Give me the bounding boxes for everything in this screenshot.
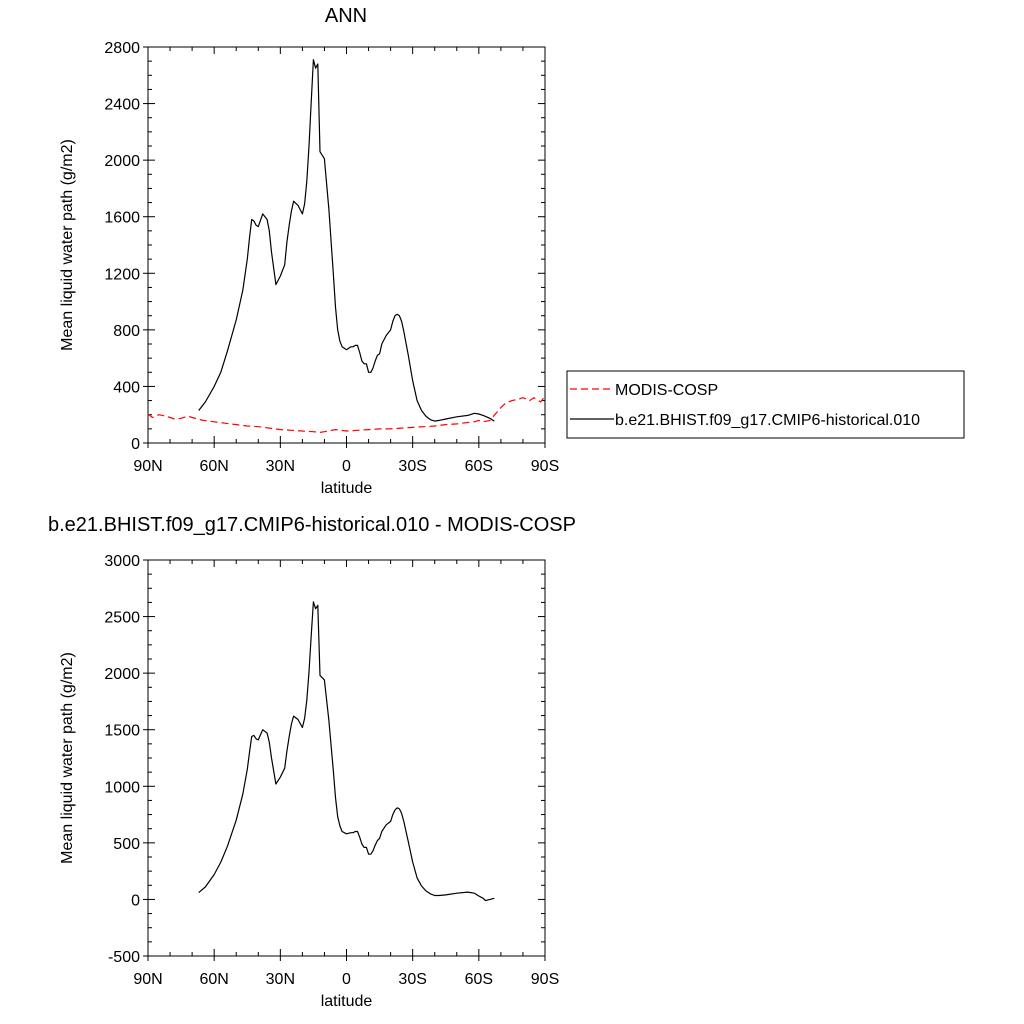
x-tick-label: 0 xyxy=(342,458,351,475)
y-tick-label: 1500 xyxy=(104,723,140,740)
y-tick-label: -500 xyxy=(108,949,140,966)
plot-frame xyxy=(147,46,546,444)
model-series-line xyxy=(198,59,495,422)
x-tick-label: 30S xyxy=(398,458,426,475)
y-tick-label: 0 xyxy=(131,436,140,453)
x-tick-label: 30N xyxy=(266,458,295,475)
y-tick-label: 800 xyxy=(113,323,140,340)
x-tick-label: 90N xyxy=(133,458,162,475)
legend-label: b.e21.BHIST.f09_g17.CMIP6-historical.010 xyxy=(615,412,920,429)
y-tick-label: 3000 xyxy=(104,553,140,570)
plot-frame xyxy=(147,559,546,957)
y-tick-label: 400 xyxy=(113,379,140,396)
y-tick-label: 2500 xyxy=(104,610,140,627)
chart-title: ANN xyxy=(325,5,367,27)
y-axis-label: Mean liquid water path (g/m2) xyxy=(59,139,76,351)
x-tick-label: 60N xyxy=(199,971,228,988)
modis-cosp-series-line xyxy=(147,395,546,433)
legend-label: MODIS-COSP xyxy=(615,382,718,399)
y-tick-label: 0 xyxy=(131,892,140,909)
legend-box xyxy=(566,370,965,439)
y-tick-label: 2000 xyxy=(104,666,140,683)
legend: MODIS-COSP b.e21.BHIST.f09_g17.CMIP6-hist… xyxy=(566,370,965,439)
y-tick-label: 1600 xyxy=(104,210,140,227)
y-tick-label: 2400 xyxy=(104,97,140,114)
x-tick-label: 30N xyxy=(266,971,295,988)
y-tick-label: 1200 xyxy=(104,266,140,283)
y-tick-label: 2000 xyxy=(104,153,140,170)
x-axis-label: latitude xyxy=(321,993,373,1010)
x-tick-label: 30S xyxy=(398,971,426,988)
chart-title: b.e21.BHIST.f09_g17.CMIP6-historical.010… xyxy=(48,514,576,536)
x-axis-label: latitude xyxy=(321,480,373,497)
x-tick-label: 60S xyxy=(465,458,493,475)
x-tick-label: 60N xyxy=(199,458,228,475)
bottom-chart-panel: b.e21.BHIST.f09_g17.CMIP6-historical.010… xyxy=(48,514,576,1010)
x-tick-label: 60S xyxy=(465,971,493,988)
y-axis-label: Mean liquid water path (g/m2) xyxy=(59,652,76,864)
model-series-line xyxy=(198,601,495,902)
x-tick-label: 90N xyxy=(133,971,162,988)
x-tick-label: 90S xyxy=(531,971,559,988)
y-tick-label: 1000 xyxy=(104,779,140,796)
y-tick-label: 2800 xyxy=(104,40,140,57)
x-tick-label: 90S xyxy=(531,458,559,475)
x-tick-label: 0 xyxy=(342,971,351,988)
y-tick-label: 500 xyxy=(113,836,140,853)
top-chart-panel: ANN 0 400 800 1200 1600 2000 2400 2800 90N 60N 30N 0… xyxy=(59,5,559,497)
